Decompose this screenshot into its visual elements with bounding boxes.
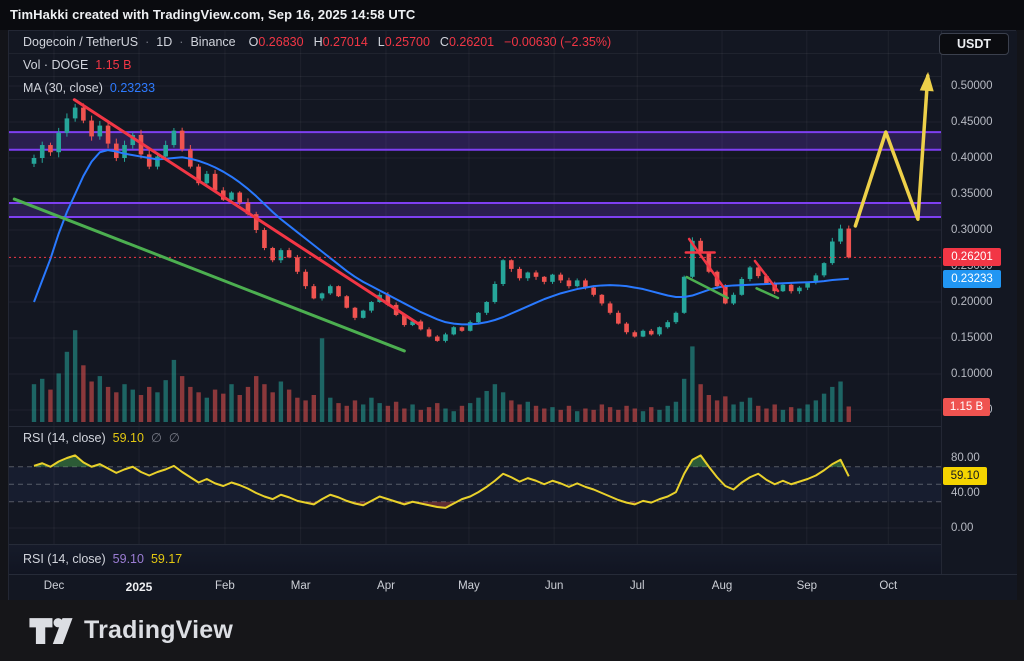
price-tick-label: 0.50000 bbox=[951, 80, 993, 92]
close-value: 0.26201 bbox=[448, 35, 495, 49]
attribution-bar: TimHakki created with TradingView.com, S… bbox=[0, 0, 1024, 30]
price-tick-label: 0.45000 bbox=[951, 116, 993, 128]
time-tick-label: Feb bbox=[215, 580, 235, 592]
ohlc-values: O0.26830 H0.27014 L0.25700 C0.26201 −0.0… bbox=[249, 35, 612, 49]
symbol-row[interactable]: Dogecoin / TetherUS · 1D · Binance O0.26… bbox=[9, 31, 941, 54]
volume-axis-chip: 1.15 B bbox=[943, 398, 990, 416]
empty-set-icon: ∅ bbox=[150, 431, 162, 445]
price-tick-label: 0.15000 bbox=[951, 332, 993, 344]
rsi2-value1: 59.10 bbox=[112, 552, 144, 566]
attribution-text: TimHakki created with TradingView.com, S… bbox=[10, 7, 416, 22]
price-tick-label: 0.10000 bbox=[951, 368, 993, 380]
time-tick-label: Dec bbox=[43, 580, 65, 592]
volume-value: 1.15 B bbox=[95, 58, 132, 72]
empty-set-icon: ∅ bbox=[168, 431, 180, 445]
currency-toggle-button[interactable]: USDT bbox=[939, 33, 1009, 55]
low-label: L bbox=[377, 35, 385, 49]
separator-dot: · bbox=[145, 35, 150, 49]
tradingview-logo-icon[interactable] bbox=[28, 613, 74, 649]
rsi-tick-label: 80.00 bbox=[951, 452, 980, 464]
rsi-pane-canvas[interactable] bbox=[9, 426, 941, 544]
symbol-title[interactable]: Dogecoin / TetherUS bbox=[23, 35, 139, 49]
time-tick-label: Sep bbox=[796, 580, 818, 592]
main-chart-canvas[interactable] bbox=[9, 31, 941, 426]
chart-legend: Dogecoin / TetherUS · 1D · Binance O0.26… bbox=[9, 31, 941, 100]
price-tick-label: 0.35000 bbox=[951, 188, 993, 200]
rsi-value-chip: 59.10 bbox=[943, 467, 987, 486]
rsi2-label: RSI (14, close) bbox=[23, 552, 106, 566]
time-tick-label: 2025 bbox=[125, 580, 153, 594]
volume-row[interactable]: Vol · DOGE 1.15 B bbox=[9, 54, 941, 77]
price-tick-label: 0.20000 bbox=[951, 296, 993, 308]
last-price-chip: 0.26201 bbox=[943, 248, 1001, 267]
time-tick-label: Apr bbox=[377, 580, 395, 592]
ma-label: MA (30, close) bbox=[23, 81, 103, 95]
time-tick-label: Mar bbox=[290, 580, 311, 592]
interval-label[interactable]: 1D bbox=[156, 35, 173, 49]
volume-label: Vol · DOGE bbox=[23, 58, 89, 72]
rsi-tick-label: 40.00 bbox=[951, 487, 980, 499]
rsi-collapsed-pane[interactable]: RSI (14, close) 59.10 59.17 bbox=[9, 544, 1017, 574]
price-tick-label: 0.40000 bbox=[951, 152, 993, 164]
pane-separator[interactable] bbox=[9, 426, 1017, 427]
open-label: O bbox=[248, 35, 259, 49]
price-tick-label: 0.30000 bbox=[951, 224, 993, 236]
low-value: 0.25700 bbox=[384, 35, 430, 49]
open-value: 0.26830 bbox=[258, 35, 304, 49]
time-tick-label: May bbox=[458, 580, 480, 592]
rsi-label: RSI (14, close) bbox=[23, 430, 106, 445]
close-label: C bbox=[439, 35, 449, 49]
rsi-legend-row[interactable]: RSI (14, close) 59.10 ∅ ∅ bbox=[9, 430, 180, 446]
separator-dot: · bbox=[179, 35, 184, 49]
exchange-label: Binance bbox=[190, 35, 236, 49]
footer-bar: TradingView bbox=[0, 600, 1024, 661]
rsi-tick-label: 0.00 bbox=[951, 522, 974, 534]
rsi-value: 59.10 bbox=[112, 430, 144, 445]
rsi2-value2: 59.17 bbox=[150, 552, 183, 566]
time-tick-label: Jun bbox=[544, 580, 564, 592]
ma-value: 0.23233 bbox=[109, 81, 156, 95]
ma-value-chip: 0.23233 bbox=[943, 269, 1001, 288]
ma-row[interactable]: MA (30, close) 0.23233 bbox=[9, 77, 941, 100]
time-scale[interactable]: Dec 2025 Feb Mar Apr May Jun Jul Aug Sep Oct bbox=[9, 574, 1017, 600]
high-value: 0.27014 bbox=[322, 35, 368, 49]
time-tick-label: Oct bbox=[879, 580, 898, 592]
change-value: −0.00630 (−2.35%) bbox=[504, 35, 612, 49]
price-scale[interactable]: 0.500000.450000.400000.350000.300000.250… bbox=[941, 31, 1017, 574]
high-label: H bbox=[313, 35, 323, 49]
time-tick-label: Jul bbox=[629, 580, 645, 592]
time-tick-label: Aug bbox=[711, 580, 733, 592]
brand-name[interactable]: TradingView bbox=[84, 616, 234, 644]
chart-widget: Dogecoin / TetherUS · 1D · Binance O0.26… bbox=[8, 30, 1017, 600]
pane-separator[interactable] bbox=[9, 544, 1017, 545]
